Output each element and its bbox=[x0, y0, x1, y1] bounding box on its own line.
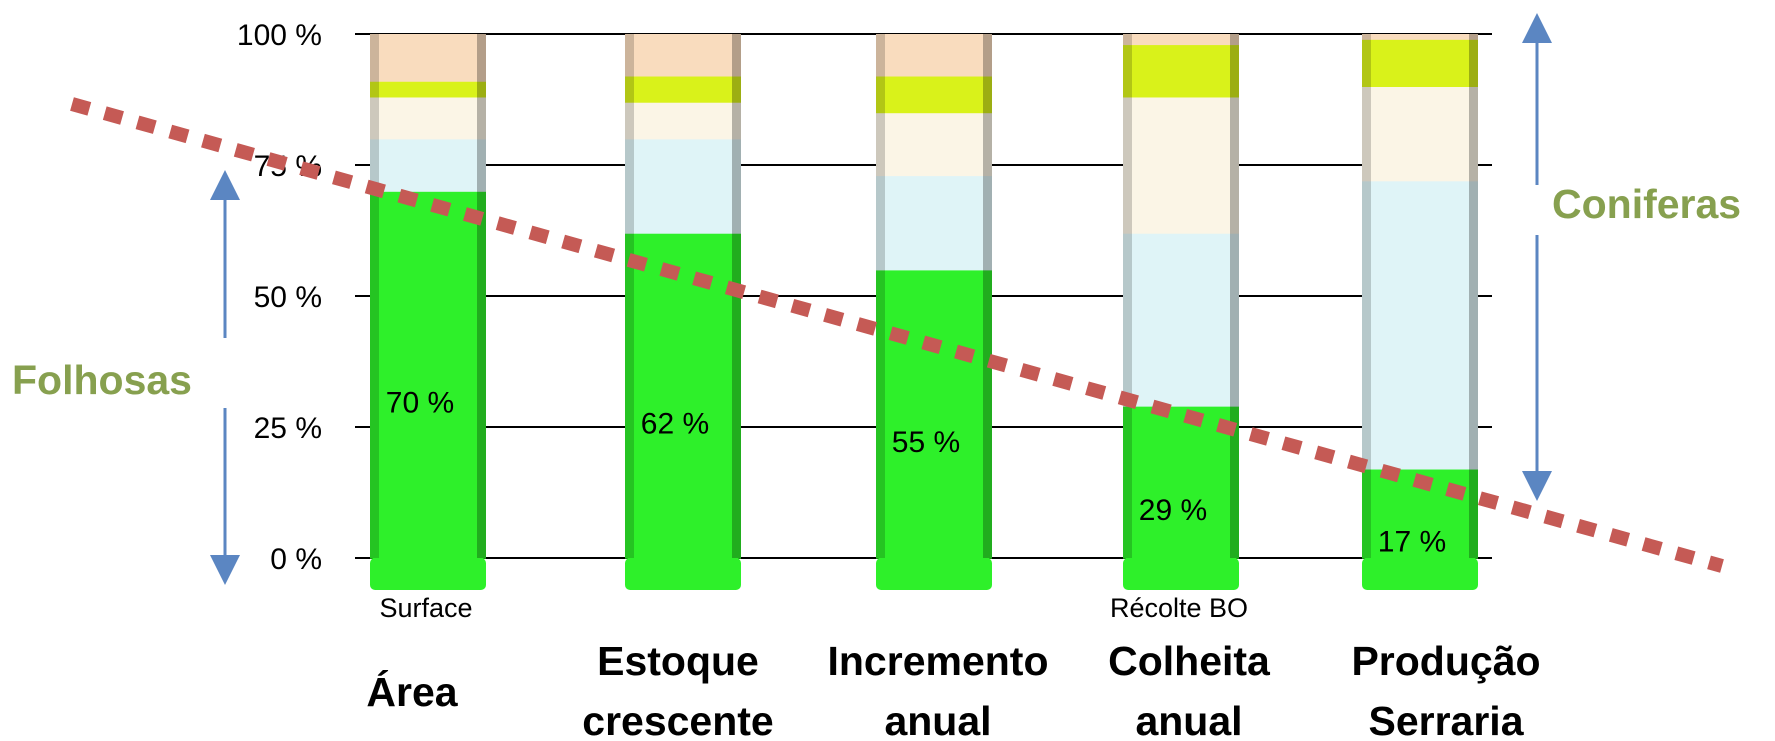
category-label: anual bbox=[884, 698, 991, 741]
bar-shade-right bbox=[1469, 34, 1478, 558]
bar-segment bbox=[625, 102, 741, 140]
category-label: Incremento bbox=[828, 638, 1049, 684]
bar-segment bbox=[1123, 44, 1239, 98]
trend-line bbox=[70, 97, 1724, 573]
y-tick-label: 50 % bbox=[254, 281, 322, 314]
value-label: 62 % bbox=[641, 408, 709, 441]
y-axis-ticks: 0 %25 %50 %75 %100 % bbox=[237, 19, 322, 576]
category-label: Produção bbox=[1351, 638, 1540, 684]
bar-segment bbox=[1362, 180, 1478, 470]
bar-segment bbox=[1362, 34, 1478, 40]
bar-base bbox=[1362, 558, 1478, 590]
bars bbox=[370, 34, 1478, 590]
category-label: Colheita bbox=[1108, 638, 1271, 684]
value-label: 70 % bbox=[386, 387, 454, 420]
folhosas-label: Folhosas bbox=[12, 357, 192, 403]
annotations: Folhosas Coniferas bbox=[12, 12, 1741, 585]
bar-segment bbox=[625, 233, 741, 559]
category-label: crescente bbox=[582, 698, 773, 741]
bar-subtitle: Surface bbox=[379, 593, 472, 623]
bar-segment bbox=[625, 34, 741, 77]
bar-1 bbox=[370, 34, 486, 590]
bar-segment bbox=[625, 138, 741, 234]
bar-segment bbox=[1362, 39, 1478, 87]
bar-segment bbox=[370, 81, 486, 98]
bar-shade-left bbox=[1362, 34, 1371, 558]
value-label: 55 % bbox=[892, 426, 960, 459]
bar-segment bbox=[370, 34, 486, 82]
coniferas-label: Coniferas bbox=[1552, 181, 1741, 227]
bar-3 bbox=[876, 34, 992, 590]
bar-base bbox=[1123, 558, 1239, 590]
value-labels: 70 % 62 % 55 % 29 % 17 % bbox=[386, 387, 1446, 559]
bar-segment bbox=[1123, 34, 1239, 46]
bar-segment bbox=[876, 75, 992, 114]
category-label: Serraria bbox=[1368, 698, 1524, 741]
bar-segment bbox=[370, 138, 486, 192]
value-label: 17 % bbox=[1378, 525, 1446, 558]
bar-base bbox=[876, 558, 992, 590]
bar-segment bbox=[1362, 86, 1478, 182]
bar-segment bbox=[625, 75, 741, 103]
category-label: anual bbox=[1135, 698, 1242, 741]
bar-shade-right bbox=[477, 34, 486, 558]
bar-segment bbox=[876, 112, 992, 177]
bar-base bbox=[625, 558, 741, 590]
category-label: Estoque bbox=[597, 638, 759, 684]
bar-4 bbox=[1123, 34, 1239, 590]
bar-shade-right bbox=[1230, 34, 1239, 558]
bar-segment bbox=[876, 269, 992, 559]
bar-subtitle: Récolte BO bbox=[1110, 593, 1248, 623]
bar-2 bbox=[625, 34, 741, 590]
bar-base bbox=[370, 558, 486, 590]
category-label: Área bbox=[366, 669, 458, 715]
bar-segment bbox=[1123, 96, 1239, 234]
bar-segment bbox=[370, 191, 486, 559]
bar-shade-left bbox=[625, 34, 634, 558]
bar-shade-left bbox=[370, 34, 379, 558]
bar-segment bbox=[876, 34, 992, 77]
bar-segment bbox=[1123, 233, 1239, 407]
bar-5 bbox=[1362, 34, 1478, 590]
bar-shade-left bbox=[1123, 34, 1132, 558]
category-labels: Surface Área Estoque crescente Incremento anu… bbox=[366, 593, 1540, 741]
value-label: 29 % bbox=[1139, 494, 1207, 527]
bar-segment bbox=[876, 175, 992, 271]
y-tick-label: 25 % bbox=[254, 412, 322, 445]
bar-shade-left bbox=[876, 34, 885, 558]
bar-segment bbox=[370, 96, 486, 140]
bar-shade-right bbox=[983, 34, 992, 558]
y-tick-label: 100 % bbox=[237, 19, 322, 52]
y-tick-label: 0 % bbox=[270, 543, 322, 576]
